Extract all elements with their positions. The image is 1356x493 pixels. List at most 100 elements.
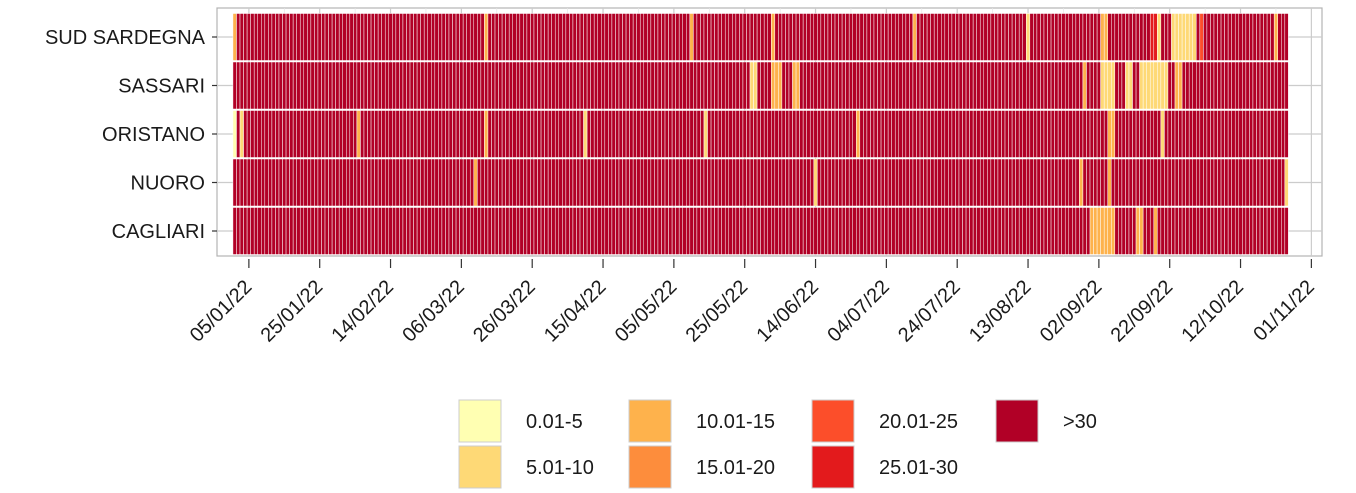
heatmap-cell [962, 61, 967, 110]
heatmap-cell [275, 61, 280, 110]
heatmap-cell [328, 110, 333, 158]
heatmap-cell [455, 207, 460, 255]
heatmap-cell [1111, 207, 1116, 255]
heatmap-cell [321, 207, 326, 255]
heatmap-cell [1231, 13, 1236, 61]
heatmap-cell [870, 13, 875, 61]
heatmap-cell [264, 110, 269, 158]
heatmap-cell [381, 13, 386, 61]
heatmap-cell [1121, 158, 1126, 207]
heatmap-cell [1047, 110, 1052, 158]
heatmap-cell [1093, 110, 1098, 158]
heatmap-cell [1001, 207, 1006, 255]
heatmap-cell [1054, 110, 1059, 158]
heatmap-cell [335, 110, 340, 158]
heatmap-cell [427, 158, 432, 207]
heatmap-cell [519, 61, 524, 110]
heatmap-cell [647, 13, 652, 61]
heatmap-cell [423, 13, 428, 61]
y-tick-label: NUORO [131, 173, 205, 195]
heatmap-cell [845, 110, 850, 158]
heatmap-cell [523, 110, 528, 158]
heatmap-cell [689, 110, 694, 158]
heatmap-cell [1203, 61, 1208, 110]
heatmap-cell [877, 158, 882, 207]
heatmap-cell [1086, 158, 1091, 207]
heatmap-cell [289, 61, 294, 110]
heatmap-cell [1171, 61, 1176, 110]
heatmap-cell [239, 207, 244, 255]
heatmap-cell [799, 207, 804, 255]
heatmap-cell [958, 61, 963, 110]
heatmap-cell [891, 110, 896, 158]
heatmap-cell [650, 13, 655, 61]
heatmap-cell [1210, 207, 1215, 255]
heatmap-cell [1196, 158, 1201, 207]
heatmap-cell [813, 207, 818, 255]
heatmap-cell [271, 207, 276, 255]
heatmap-cell [1033, 158, 1038, 207]
heatmap-cell [1036, 158, 1041, 207]
heatmap-cell [632, 158, 637, 207]
heatmap-cell [615, 110, 620, 158]
heatmap-cell [1036, 13, 1041, 61]
heatmap-cell [551, 13, 556, 61]
heatmap-cell [838, 158, 843, 207]
heatmap-cell [409, 13, 414, 61]
heatmap-cell [360, 110, 365, 158]
heatmap-cell [384, 158, 390, 207]
heatmap-cell [1281, 61, 1286, 110]
heatmap-cell [1196, 110, 1201, 158]
heatmap-cell [416, 110, 421, 158]
heatmap-cell [625, 158, 630, 207]
heatmap-cell [650, 110, 655, 158]
heatmap-cell [696, 207, 701, 255]
heatmap-cell [615, 158, 620, 207]
heatmap-cell [1022, 110, 1027, 158]
heatmap-cell [562, 207, 567, 255]
heatmap-cell [402, 207, 407, 255]
heatmap-cell [891, 13, 896, 61]
heatmap-cell [799, 110, 804, 158]
heatmap-cell [1185, 207, 1190, 255]
heatmap-cell [625, 110, 630, 158]
heatmap-cell [1015, 110, 1020, 158]
heatmap-cell [501, 13, 506, 61]
heatmap-cell [1043, 61, 1048, 110]
heatmap-cell [785, 110, 790, 158]
heatmap-cell [781, 13, 786, 61]
x-tick-label: 05/05/22 [611, 276, 682, 347]
heatmap-cell [767, 110, 772, 158]
heatmap-cell [767, 61, 772, 110]
heatmap-cell [250, 61, 255, 110]
heatmap-cell [972, 158, 977, 207]
heatmap-cell [923, 158, 928, 207]
heatmap-cell [834, 207, 839, 255]
heatmap-cell [438, 207, 443, 255]
heatmap-cell [682, 158, 687, 207]
heatmap-cell [1157, 61, 1162, 110]
heatmap-cell [569, 13, 574, 61]
heatmap-cell [363, 207, 368, 255]
heatmap-cell [452, 110, 457, 158]
heatmap-cell [696, 158, 701, 207]
heatmap-cell [392, 158, 397, 207]
heatmap-cell [668, 61, 673, 110]
heatmap-cell [491, 61, 496, 110]
heatmap-cell [257, 61, 262, 110]
heatmap-cell [586, 61, 591, 110]
heatmap-cell [346, 61, 351, 110]
heatmap-cell [831, 207, 836, 255]
heatmap-cell [1093, 158, 1098, 207]
heatmap-cell [1238, 158, 1243, 207]
heatmap-cell [533, 207, 538, 255]
legend-label: 25.01-30 [879, 457, 958, 479]
y-tick-label: CAGLIARI [112, 221, 205, 243]
heatmap-cell [572, 207, 577, 255]
heatmap-cell [462, 158, 467, 207]
heatmap-cell [870, 207, 875, 255]
heatmap-cell [554, 158, 560, 207]
heatmap-row [232, 13, 1289, 61]
heatmap-cell [894, 110, 900, 158]
heatmap-cell [760, 61, 765, 110]
